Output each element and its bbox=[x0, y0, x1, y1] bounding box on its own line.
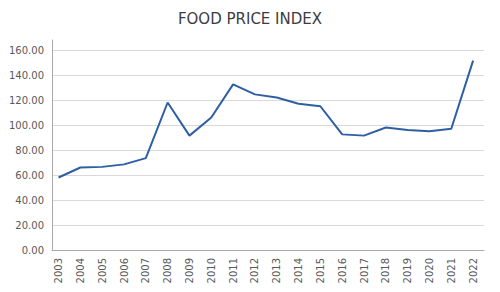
svg-text:2021: 2021 bbox=[446, 258, 457, 283]
svg-text:160.00: 160.00 bbox=[9, 45, 44, 56]
svg-text:140.00: 140.00 bbox=[9, 70, 44, 81]
svg-text:FOOD PRICE INDEX: FOOD PRICE INDEX bbox=[178, 10, 322, 28]
svg-text:2010: 2010 bbox=[206, 258, 217, 283]
svg-text:40.00: 40.00 bbox=[15, 195, 44, 206]
svg-text:2017: 2017 bbox=[359, 258, 370, 283]
svg-text:20.00: 20.00 bbox=[15, 220, 44, 231]
svg-text:60.00: 60.00 bbox=[15, 170, 44, 181]
svg-text:0.00: 0.00 bbox=[22, 245, 44, 256]
svg-text:2009: 2009 bbox=[184, 258, 195, 283]
svg-text:2022: 2022 bbox=[468, 258, 479, 283]
svg-text:2004: 2004 bbox=[75, 258, 86, 283]
svg-text:2006: 2006 bbox=[119, 258, 130, 283]
svg-text:2015: 2015 bbox=[315, 258, 326, 283]
svg-text:2018: 2018 bbox=[380, 258, 391, 283]
svg-text:2005: 2005 bbox=[97, 258, 108, 283]
svg-text:2012: 2012 bbox=[249, 258, 260, 283]
svg-text:2014: 2014 bbox=[293, 258, 304, 283]
svg-text:120.00: 120.00 bbox=[9, 95, 44, 106]
svg-text:2013: 2013 bbox=[271, 258, 282, 283]
svg-text:80.00: 80.00 bbox=[15, 145, 44, 156]
svg-text:2019: 2019 bbox=[402, 258, 413, 283]
svg-text:2008: 2008 bbox=[162, 258, 173, 283]
svg-text:2020: 2020 bbox=[424, 258, 435, 283]
svg-text:2007: 2007 bbox=[140, 258, 151, 283]
svg-text:100.00: 100.00 bbox=[9, 120, 44, 131]
svg-text:2016: 2016 bbox=[337, 258, 348, 283]
svg-text:2011: 2011 bbox=[228, 258, 239, 283]
svg-text:2003: 2003 bbox=[53, 258, 64, 283]
